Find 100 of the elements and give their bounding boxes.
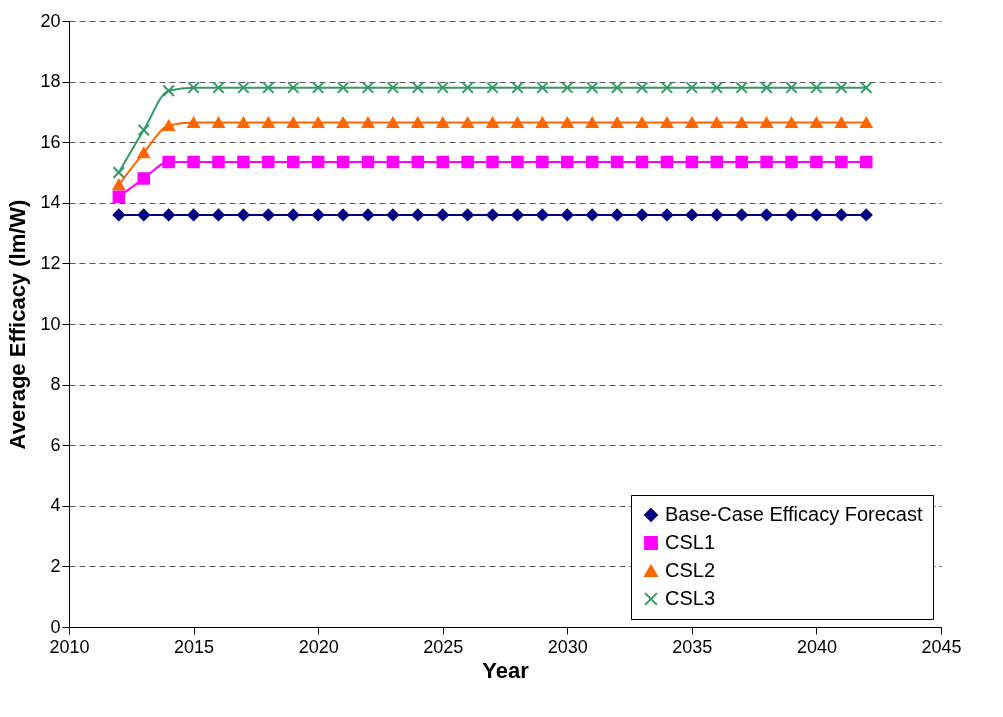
y-tick-label: 0 bbox=[50, 616, 61, 637]
point bbox=[760, 155, 773, 169]
y-tick-label: 20 bbox=[40, 10, 61, 31]
y-tick-label: 4 bbox=[50, 495, 61, 516]
point bbox=[785, 81, 798, 94]
legend-label: CSL3 bbox=[665, 587, 716, 609]
point bbox=[212, 116, 225, 129]
point bbox=[860, 208, 873, 222]
point bbox=[137, 172, 150, 185]
point bbox=[760, 116, 773, 129]
point bbox=[386, 208, 400, 222]
point bbox=[361, 155, 375, 169]
point bbox=[311, 155, 325, 169]
point bbox=[386, 155, 400, 169]
point bbox=[112, 166, 126, 179]
point bbox=[361, 208, 375, 222]
point bbox=[237, 116, 250, 129]
point bbox=[137, 147, 150, 159]
point bbox=[610, 81, 624, 94]
point bbox=[112, 179, 126, 191]
point bbox=[212, 208, 225, 222]
point bbox=[311, 81, 325, 94]
point bbox=[511, 116, 524, 129]
point bbox=[561, 116, 574, 129]
y-tick-label: 8 bbox=[50, 374, 61, 395]
point bbox=[436, 155, 449, 169]
point bbox=[660, 116, 674, 129]
x-tick-label: 2010 bbox=[49, 636, 90, 657]
point bbox=[511, 81, 524, 94]
point bbox=[710, 155, 724, 169]
point bbox=[411, 208, 425, 222]
point bbox=[311, 116, 325, 129]
point bbox=[785, 155, 798, 169]
point bbox=[835, 155, 848, 169]
point bbox=[511, 155, 524, 169]
point bbox=[262, 208, 275, 222]
point bbox=[735, 208, 748, 222]
point bbox=[785, 208, 798, 222]
point bbox=[735, 81, 748, 94]
point bbox=[212, 81, 225, 94]
point bbox=[286, 208, 300, 222]
point bbox=[635, 208, 649, 222]
point bbox=[760, 81, 773, 94]
point bbox=[411, 155, 425, 169]
x-tick-label: 2025 bbox=[423, 636, 464, 657]
point bbox=[585, 81, 599, 94]
point bbox=[860, 155, 873, 169]
point bbox=[810, 81, 823, 94]
point bbox=[561, 208, 574, 222]
point bbox=[536, 81, 549, 94]
point bbox=[785, 116, 798, 129]
point bbox=[187, 81, 200, 94]
point bbox=[760, 208, 773, 222]
point bbox=[187, 116, 200, 129]
legend-label: CSL1 bbox=[665, 531, 716, 553]
x-tick-label: 2045 bbox=[921, 636, 962, 657]
point bbox=[610, 208, 624, 222]
x-tick-label: 2015 bbox=[174, 636, 215, 657]
point bbox=[735, 155, 748, 169]
point bbox=[162, 155, 175, 169]
point bbox=[486, 208, 499, 222]
point bbox=[336, 81, 350, 94]
point bbox=[361, 81, 375, 94]
point bbox=[237, 81, 250, 94]
point bbox=[162, 208, 175, 222]
point bbox=[660, 81, 674, 94]
point bbox=[336, 116, 350, 129]
point bbox=[112, 208, 126, 222]
point bbox=[710, 116, 724, 129]
point bbox=[860, 116, 873, 129]
point bbox=[835, 116, 848, 129]
point bbox=[710, 81, 724, 94]
point bbox=[835, 81, 848, 94]
point bbox=[162, 84, 175, 97]
point bbox=[486, 155, 499, 169]
point bbox=[286, 155, 300, 169]
x-axis-title: Year bbox=[482, 657, 530, 683]
point bbox=[635, 155, 649, 169]
point bbox=[262, 116, 275, 129]
point bbox=[386, 116, 400, 129]
point bbox=[685, 208, 699, 222]
point bbox=[511, 208, 524, 222]
y-tick-label: 14 bbox=[40, 192, 61, 213]
y-tick-label: 2 bbox=[50, 555, 61, 576]
point bbox=[461, 116, 474, 129]
y-tick-label: 10 bbox=[40, 313, 61, 334]
point bbox=[237, 155, 250, 169]
x-tick-label: 2030 bbox=[547, 636, 588, 657]
point bbox=[610, 116, 624, 129]
y-tick-label: 12 bbox=[40, 252, 61, 273]
point bbox=[486, 81, 499, 94]
point bbox=[585, 208, 599, 222]
point bbox=[536, 116, 549, 129]
point bbox=[187, 208, 200, 222]
point bbox=[212, 155, 225, 169]
point bbox=[336, 208, 350, 222]
point bbox=[237, 208, 250, 222]
point bbox=[137, 208, 150, 222]
point bbox=[436, 208, 449, 222]
x-tick-label: 2035 bbox=[672, 636, 713, 657]
